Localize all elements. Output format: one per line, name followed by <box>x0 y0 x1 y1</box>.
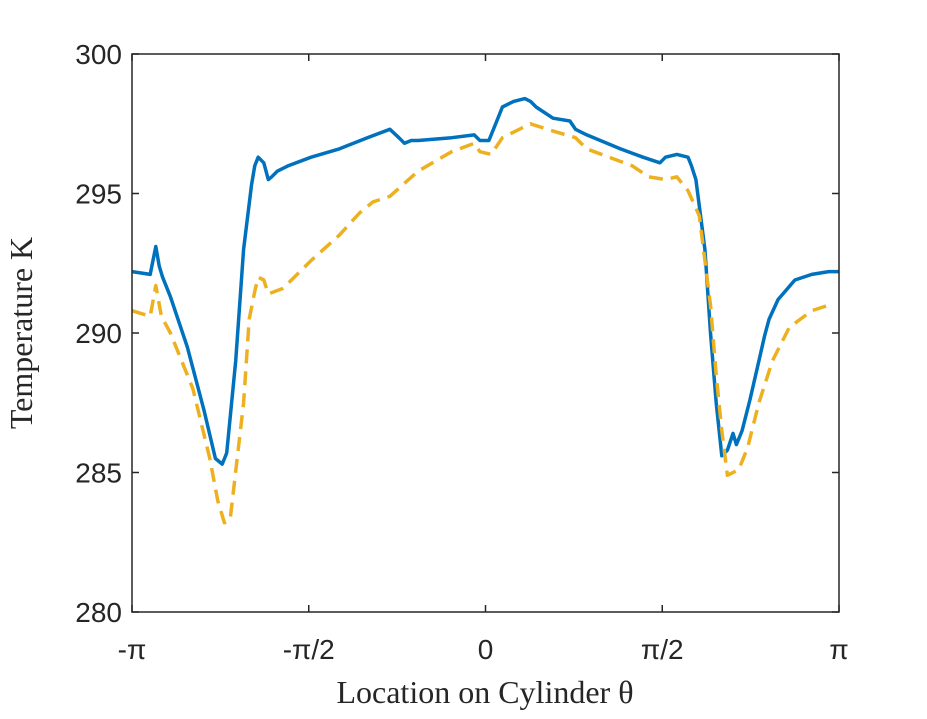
y-tick-label: 285 <box>75 458 122 489</box>
y-tick-label: 290 <box>75 318 122 349</box>
x-tick-label: 0 <box>478 634 494 665</box>
x-axis-title: Location on Cylinder θ <box>336 674 633 710</box>
x-tick-label: π <box>829 634 848 665</box>
y-tick-label: 295 <box>75 179 122 210</box>
series-layer <box>131 96 839 525</box>
x-tick-label: -π <box>118 634 147 665</box>
x-tick-label: -π/2 <box>283 634 335 665</box>
tick-layer: -π -π/2 0 π/2 π 280 285 290 295 300 <box>75 39 848 665</box>
series-2-line <box>131 122 830 525</box>
y-axis-title: Temperature K <box>3 237 39 429</box>
y-tick-label: 300 <box>75 39 122 70</box>
series-1-line <box>131 96 839 466</box>
y-tick-label: 280 <box>75 597 122 628</box>
x-tick-label: π/2 <box>641 634 684 665</box>
